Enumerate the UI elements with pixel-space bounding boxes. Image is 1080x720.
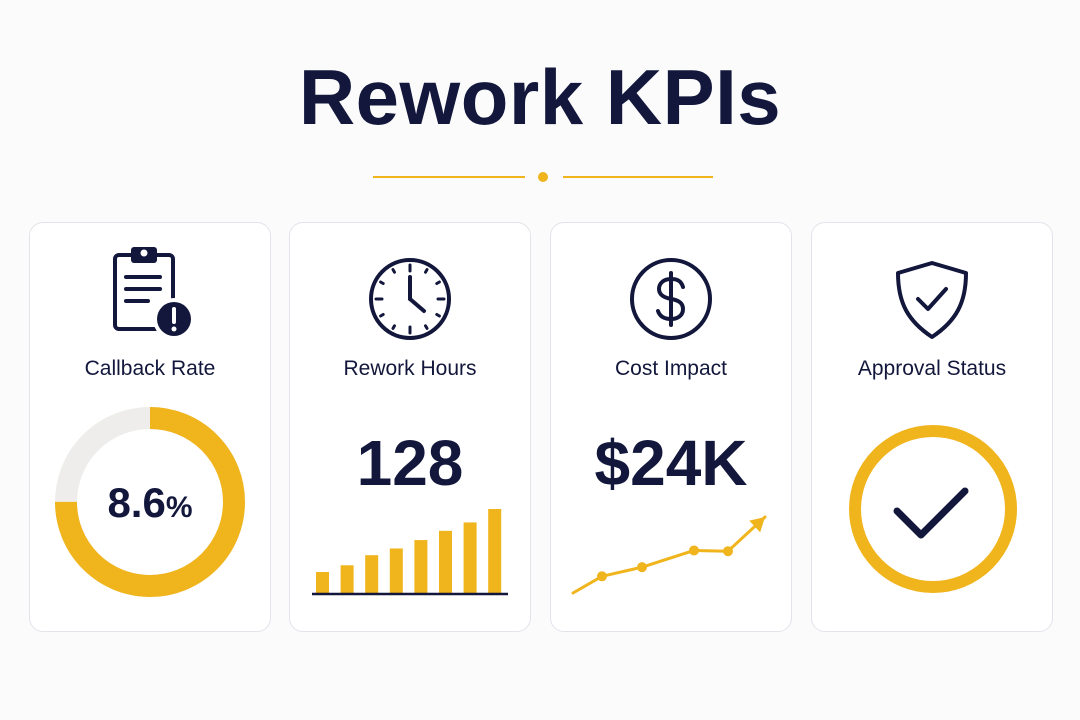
rework-hours-bar-chart [312, 509, 508, 596]
approval-ring [849, 425, 1017, 593]
card-label-cost-impact: Cost Impact [614, 357, 728, 380]
clipboard-alert-icon [30, 241, 270, 341]
bar-5 [414, 540, 428, 593]
trend-point-4 [723, 546, 733, 557]
divider-line-left [373, 176, 525, 178]
callback-rate-number: 8.6 [107, 479, 166, 526]
title-divider [373, 172, 713, 182]
approval-status-badge [849, 425, 1017, 593]
callback-rate-unit: % [165, 491, 193, 524]
card-label-rework-hours: Rework Hours [343, 357, 477, 380]
page-title: Rework KPIs [298, 53, 782, 141]
cost-impact-value: $24K [594, 427, 748, 499]
callback-rate-gauge [55, 407, 245, 597]
dollar-icon [551, 241, 791, 341]
trend-point-2 [637, 562, 647, 573]
rework-hours-value: 128 [356, 427, 464, 499]
bar-7 [463, 522, 477, 593]
bar-2 [340, 565, 354, 593]
bar-8 [488, 509, 502, 593]
bar-3 [365, 555, 379, 593]
cost-impact-line-chart [571, 515, 767, 595]
kpi-card-cost-impact[interactable]: Cost Impact $24K [550, 222, 792, 632]
divider-dot [538, 172, 548, 182]
callback-rate-value: 8.6% [30, 482, 270, 524]
bar-1 [316, 572, 329, 593]
card-label-approval-status: Approval Status [857, 357, 1007, 380]
gauge-arc [55, 407, 245, 597]
trend-point-3 [689, 545, 699, 556]
kpi-card-callback-rate[interactable]: Callback Rate 8.6% [29, 222, 271, 632]
bar-4 [389, 548, 403, 593]
cost-trend-line [571, 515, 767, 595]
trend-point-1 [597, 571, 607, 582]
card-label-callback-rate: Callback Rate [84, 357, 216, 380]
trend-arrowhead [749, 517, 765, 533]
checkmark-icon [893, 487, 969, 539]
kpi-card-approval-status[interactable]: Approval Status [811, 222, 1053, 632]
divider-line-right [563, 176, 713, 178]
shield-check-icon [812, 241, 1052, 341]
bar-6 [439, 530, 452, 593]
clock-icon [290, 241, 530, 341]
kpi-card-rework-hours[interactable]: Rework Hours 128 [289, 222, 531, 632]
